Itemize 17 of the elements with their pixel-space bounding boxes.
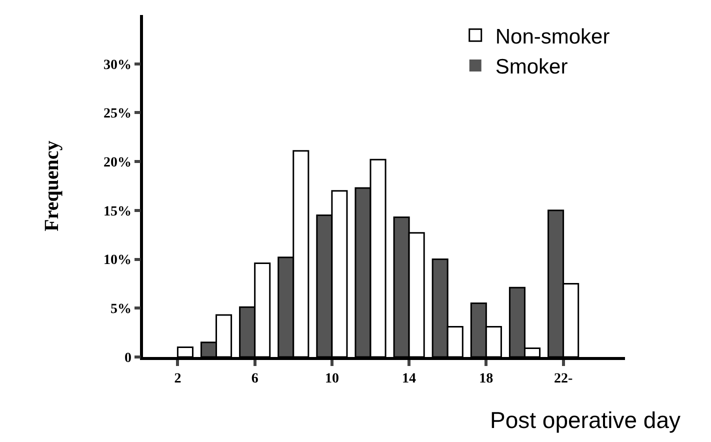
x-tick-label: 6 [251,372,258,387]
x-tick-label: 22- [554,372,573,387]
legend-label: Smoker [495,56,568,79]
y-tick-label: 25% [103,106,132,122]
x-axis-title: Post operative day [490,407,681,433]
y-tick-label: 20% [103,155,132,170]
x-tick-label: 10 [324,372,339,387]
y-tick-label: 15% [103,204,132,220]
y-tick-label: 30% [103,58,132,73]
legend-label: Non-smoker [495,25,610,48]
x-tick-label: 14 [402,372,416,387]
y-tick-label: 0 [124,350,132,366]
y-axis-title: Frequency [40,140,63,232]
x-tick-label: 2 [174,372,182,387]
y-tick-label: 10% [103,253,132,268]
y-tick-label: 5% [110,302,132,318]
x-tick-label: 18 [479,372,494,387]
